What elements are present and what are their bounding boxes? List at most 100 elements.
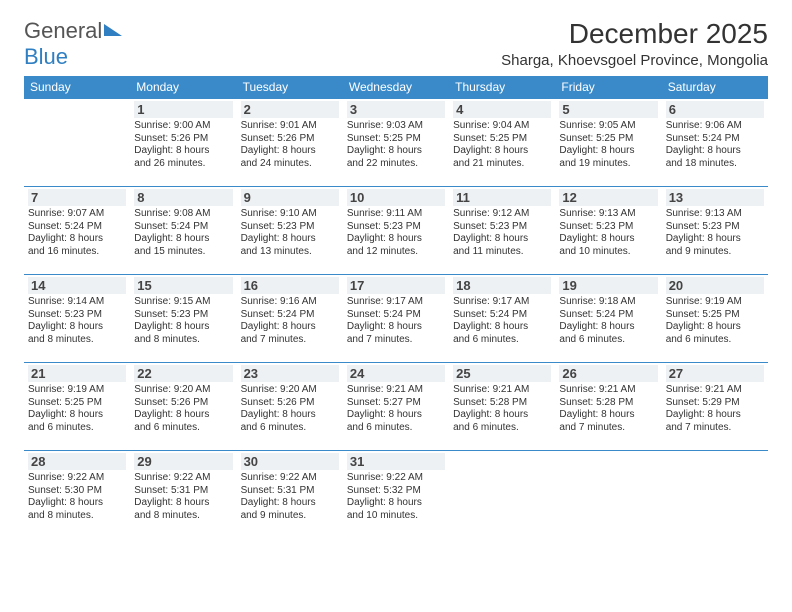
cell-line-d2: and 7 minutes. <box>559 422 657 435</box>
day-header: Friday <box>555 76 661 99</box>
cell-line-d2: and 6 minutes. <box>666 334 764 347</box>
cell-line-sunrise: Sunrise: 9:08 AM <box>134 208 232 221</box>
calendar-cell <box>662 451 768 539</box>
cell-line-sunset: Sunset: 5:24 PM <box>453 309 551 322</box>
day-number: 7 <box>28 189 126 206</box>
cell-line-d1: Daylight: 8 hours <box>134 145 232 158</box>
day-number: 13 <box>666 189 764 206</box>
cell-line-d2: and 7 minutes. <box>666 422 764 435</box>
day-header: Monday <box>130 76 236 99</box>
cell-line-d1: Daylight: 8 hours <box>241 321 339 334</box>
day-number: 4 <box>453 101 551 118</box>
cell-line-sunset: Sunset: 5:28 PM <box>453 397 551 410</box>
cell-line-sunrise: Sunrise: 9:22 AM <box>28 472 126 485</box>
calendar-cell: 31Sunrise: 9:22 AMSunset: 5:32 PMDayligh… <box>343 451 449 539</box>
cell-line-d2: and 6 minutes. <box>453 334 551 347</box>
cell-line-sunrise: Sunrise: 9:07 AM <box>28 208 126 221</box>
day-number: 12 <box>559 189 657 206</box>
day-number: 18 <box>453 277 551 294</box>
calendar-body: 1Sunrise: 9:00 AMSunset: 5:26 PMDaylight… <box>24 99 768 539</box>
cell-line-sunset: Sunset: 5:23 PM <box>241 221 339 234</box>
cell-line-d2: and 8 minutes. <box>28 510 126 523</box>
calendar-cell: 30Sunrise: 9:22 AMSunset: 5:31 PMDayligh… <box>237 451 343 539</box>
cell-line-d2: and 8 minutes. <box>134 510 232 523</box>
day-number: 30 <box>241 453 339 470</box>
cell-line-sunrise: Sunrise: 9:05 AM <box>559 120 657 133</box>
calendar-cell <box>24 99 130 187</box>
cell-line-d2: and 6 minutes. <box>134 422 232 435</box>
day-number: 3 <box>347 101 445 118</box>
cell-line-sunset: Sunset: 5:32 PM <box>347 485 445 498</box>
calendar-cell: 11Sunrise: 9:12 AMSunset: 5:23 PMDayligh… <box>449 187 555 275</box>
cell-line-d2: and 6 minutes. <box>347 422 445 435</box>
cell-line-d1: Daylight: 8 hours <box>559 321 657 334</box>
cell-line-d2: and 7 minutes. <box>347 334 445 347</box>
cell-line-d1: Daylight: 8 hours <box>134 233 232 246</box>
cell-line-d2: and 18 minutes. <box>666 158 764 171</box>
cell-line-sunset: Sunset: 5:25 PM <box>559 133 657 146</box>
calendar-cell: 13Sunrise: 9:13 AMSunset: 5:23 PMDayligh… <box>662 187 768 275</box>
cell-line-d2: and 6 minutes. <box>241 422 339 435</box>
calendar-cell: 4Sunrise: 9:04 AMSunset: 5:25 PMDaylight… <box>449 99 555 187</box>
day-header: Saturday <box>662 76 768 99</box>
day-number: 20 <box>666 277 764 294</box>
calendar-cell: 2Sunrise: 9:01 AMSunset: 5:26 PMDaylight… <box>237 99 343 187</box>
cell-line-d2: and 6 minutes. <box>559 334 657 347</box>
cell-line-sunrise: Sunrise: 9:13 AM <box>666 208 764 221</box>
calendar-cell: 17Sunrise: 9:17 AMSunset: 5:24 PMDayligh… <box>343 275 449 363</box>
cell-line-d1: Daylight: 8 hours <box>241 409 339 422</box>
cell-line-sunset: Sunset: 5:26 PM <box>241 133 339 146</box>
calendar-cell: 19Sunrise: 9:18 AMSunset: 5:24 PMDayligh… <box>555 275 661 363</box>
cell-line-d1: Daylight: 8 hours <box>28 233 126 246</box>
cell-line-d1: Daylight: 8 hours <box>347 321 445 334</box>
day-header: Wednesday <box>343 76 449 99</box>
day-number: 29 <box>134 453 232 470</box>
cell-line-sunset: Sunset: 5:25 PM <box>347 133 445 146</box>
calendar-cell: 8Sunrise: 9:08 AMSunset: 5:24 PMDaylight… <box>130 187 236 275</box>
cell-line-d1: Daylight: 8 hours <box>559 233 657 246</box>
logo-word1: General <box>24 18 102 43</box>
cell-line-d1: Daylight: 8 hours <box>28 409 126 422</box>
calendar-cell: 20Sunrise: 9:19 AMSunset: 5:25 PMDayligh… <box>662 275 768 363</box>
cell-line-d1: Daylight: 8 hours <box>453 409 551 422</box>
logo-wedge-icon <box>104 24 122 36</box>
day-header: Thursday <box>449 76 555 99</box>
cell-line-sunrise: Sunrise: 9:17 AM <box>453 296 551 309</box>
location-text: Sharga, Khoevsgoel Province, Mongolia <box>501 52 768 69</box>
cell-line-d2: and 8 minutes. <box>28 334 126 347</box>
cell-line-sunset: Sunset: 5:31 PM <box>134 485 232 498</box>
calendar-cell: 3Sunrise: 9:03 AMSunset: 5:25 PMDaylight… <box>343 99 449 187</box>
cell-line-d1: Daylight: 8 hours <box>347 233 445 246</box>
calendar-row: 28Sunrise: 9:22 AMSunset: 5:30 PMDayligh… <box>24 451 768 539</box>
cell-line-d2: and 21 minutes. <box>453 158 551 171</box>
day-number: 17 <box>347 277 445 294</box>
calendar-cell: 18Sunrise: 9:17 AMSunset: 5:24 PMDayligh… <box>449 275 555 363</box>
calendar-row: 14Sunrise: 9:14 AMSunset: 5:23 PMDayligh… <box>24 275 768 363</box>
cell-line-sunrise: Sunrise: 9:20 AM <box>134 384 232 397</box>
calendar-cell: 21Sunrise: 9:19 AMSunset: 5:25 PMDayligh… <box>24 363 130 451</box>
day-number: 9 <box>241 189 339 206</box>
day-number: 21 <box>28 365 126 382</box>
cell-line-sunrise: Sunrise: 9:11 AM <box>347 208 445 221</box>
cell-line-sunrise: Sunrise: 9:00 AM <box>134 120 232 133</box>
cell-line-sunset: Sunset: 5:27 PM <box>347 397 445 410</box>
cell-line-sunrise: Sunrise: 9:21 AM <box>559 384 657 397</box>
cell-line-d2: and 24 minutes. <box>241 158 339 171</box>
calendar-cell: 7 Sunrise: 9:07 AMSunset: 5:24 PMDaylight… <box>24 187 130 275</box>
cell-line-d1: Daylight: 8 hours <box>28 321 126 334</box>
day-number: 16 <box>241 277 339 294</box>
calendar-cell <box>555 451 661 539</box>
day-number: 26 <box>559 365 657 382</box>
cell-line-sunset: Sunset: 5:23 PM <box>134 309 232 322</box>
logo-text: General Blue <box>24 18 122 70</box>
day-number: 14 <box>28 277 126 294</box>
cell-line-d2: and 22 minutes. <box>347 158 445 171</box>
cell-line-d1: Daylight: 8 hours <box>134 497 232 510</box>
day-number: 10 <box>347 189 445 206</box>
cell-line-sunrise: Sunrise: 9:21 AM <box>453 384 551 397</box>
cell-line-d1: Daylight: 8 hours <box>134 409 232 422</box>
cell-line-sunset: Sunset: 5:29 PM <box>666 397 764 410</box>
cell-line-sunset: Sunset: 5:25 PM <box>28 397 126 410</box>
cell-line-sunset: Sunset: 5:24 PM <box>241 309 339 322</box>
cell-line-sunset: Sunset: 5:24 PM <box>28 221 126 234</box>
